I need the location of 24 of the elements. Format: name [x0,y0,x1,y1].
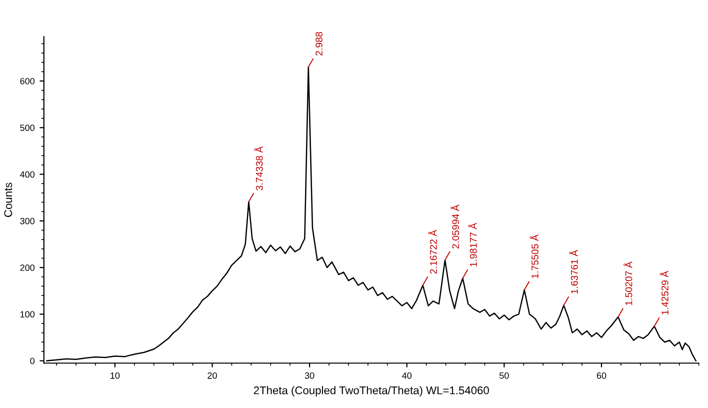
annotation: 1.42529 Å [660,270,668,314]
y-tick-label: 200 [20,264,35,271]
y-tick-label: 400 [20,171,35,178]
annotation: 1.63761 Å [569,250,578,294]
annotation: 1.75505 Å [530,234,538,278]
annotation: 1.50207 Å [624,262,632,306]
annotation: 2.16722 Å [428,230,437,274]
x-tick-label: 10 [110,372,120,379]
y-tick-label: 600 [20,78,35,84]
y-tick-label: 0 [30,358,35,364]
annotation: 3.74338 Å [254,146,263,190]
y-tick-label: 100 [20,311,35,318]
annotation: 1.98177 Å [468,222,477,266]
x-tick-label: 50 [500,372,509,379]
x-axis-title: 2Theta (Coupled TwoTheta/Theta) WL=1.54060 [254,386,489,396]
x-tick-label: 20 [208,372,217,379]
y-tick-label: 300 [20,218,35,224]
annotation: 2.05994 Å [450,204,460,248]
annotation: 2.988 [316,32,322,56]
y-tick-label: 500 [20,124,35,132]
y-axis-title: Counts [4,182,12,217]
x-tick-label: 60 [596,372,606,379]
x-tick-label: 40 [402,372,412,379]
x-tick-label: 30 [304,372,314,379]
